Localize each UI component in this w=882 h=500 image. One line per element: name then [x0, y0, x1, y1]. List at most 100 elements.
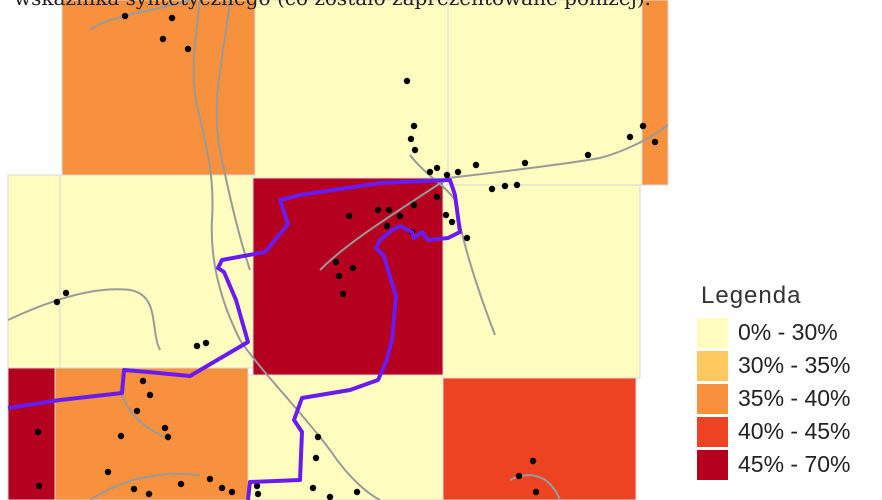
legend-label: 0% - 30%: [738, 319, 838, 345]
legend-swatch: [697, 317, 728, 348]
point: [584, 151, 592, 159]
point: [202, 339, 210, 347]
legend-label: 35% - 40%: [738, 385, 851, 411]
point: [521, 159, 529, 167]
point: [164, 433, 172, 441]
point: [410, 122, 418, 130]
point: [513, 181, 521, 189]
cell: [54, 367, 249, 500]
point: [411, 146, 419, 154]
point: [403, 77, 411, 85]
point: [407, 135, 415, 143]
point: [332, 258, 340, 266]
point: [410, 201, 418, 209]
cell: [641, 0, 669, 186]
point: [339, 290, 347, 298]
legend-label: 45% - 70%: [738, 451, 851, 477]
legend-items: 0% - 30% 30% - 35% 35% - 40% 40% - 45% 45% -…: [697, 316, 851, 481]
point: [62, 289, 70, 297]
point: [448, 218, 456, 226]
point: [133, 407, 141, 415]
point: [117, 432, 125, 440]
point: [228, 488, 236, 496]
point: [161, 424, 169, 432]
legend-item: 0% - 30%: [697, 316, 851, 349]
point: [488, 185, 496, 193]
point: [454, 168, 462, 176]
point: [383, 222, 391, 230]
point: [442, 211, 450, 219]
point: [177, 480, 185, 488]
legend-item: 35% - 40%: [697, 382, 851, 415]
point: [443, 171, 451, 179]
point: [309, 484, 317, 492]
point: [168, 14, 176, 22]
cell: [447, 0, 643, 186]
point: [34, 428, 42, 436]
cell: [61, 0, 256, 176]
road: [89, 0, 191, 31]
point: [159, 35, 167, 43]
point: [345, 212, 353, 220]
point: [374, 206, 382, 214]
legend: Legenda 0% - 30% 30% - 35% 35% - 40% 40% - …: [697, 282, 851, 481]
legend-swatch: [697, 449, 728, 480]
road: [7, 288, 161, 351]
legend-swatch: [697, 416, 728, 447]
point: [335, 272, 343, 280]
road: [89, 472, 201, 500]
point: [130, 485, 138, 493]
point: [651, 138, 659, 146]
road: [192, 0, 381, 500]
legend-swatch: [697, 383, 728, 414]
point: [206, 475, 214, 483]
point: [532, 488, 540, 496]
cell: [7, 174, 61, 369]
legend-swatch: [697, 350, 728, 381]
legend-title: Legenda: [701, 282, 802, 309]
point: [312, 454, 320, 462]
boundary: [7, 178, 462, 500]
point: [104, 468, 112, 476]
point: [146, 391, 154, 399]
point: [145, 490, 153, 498]
point: [218, 484, 226, 492]
point: [35, 482, 43, 490]
legend-item: 40% - 45%: [697, 415, 851, 448]
legend-item: 30% - 35%: [697, 349, 851, 382]
point: [326, 493, 334, 500]
point: [515, 472, 523, 480]
point: [349, 264, 357, 272]
point: [626, 133, 634, 141]
cell: [442, 377, 637, 500]
cell: [254, 0, 449, 179]
legend-item: 45% - 70%: [697, 448, 851, 481]
cell: [7, 367, 56, 500]
point: [426, 168, 434, 176]
point: [501, 182, 509, 190]
point: [254, 490, 262, 498]
point: [53, 298, 61, 306]
point: [385, 206, 393, 214]
point: [353, 488, 361, 496]
road: [119, 389, 171, 441]
point: [139, 377, 147, 385]
point: [529, 457, 537, 465]
legend-label: 30% - 35%: [738, 352, 851, 378]
point: [433, 193, 441, 201]
point: [193, 342, 201, 350]
point: [433, 164, 441, 172]
road: [319, 124, 669, 271]
map: [7, 0, 669, 500]
point: [472, 161, 480, 169]
point: [184, 45, 192, 53]
point: [253, 482, 261, 490]
road: [215, 0, 251, 271]
road: [509, 474, 561, 500]
caption: wskaźnika syntetycznego (co zostało zapr…: [14, 0, 651, 10]
point: [396, 212, 404, 220]
point: [314, 433, 322, 441]
cell: [442, 184, 641, 379]
point: [121, 12, 129, 20]
